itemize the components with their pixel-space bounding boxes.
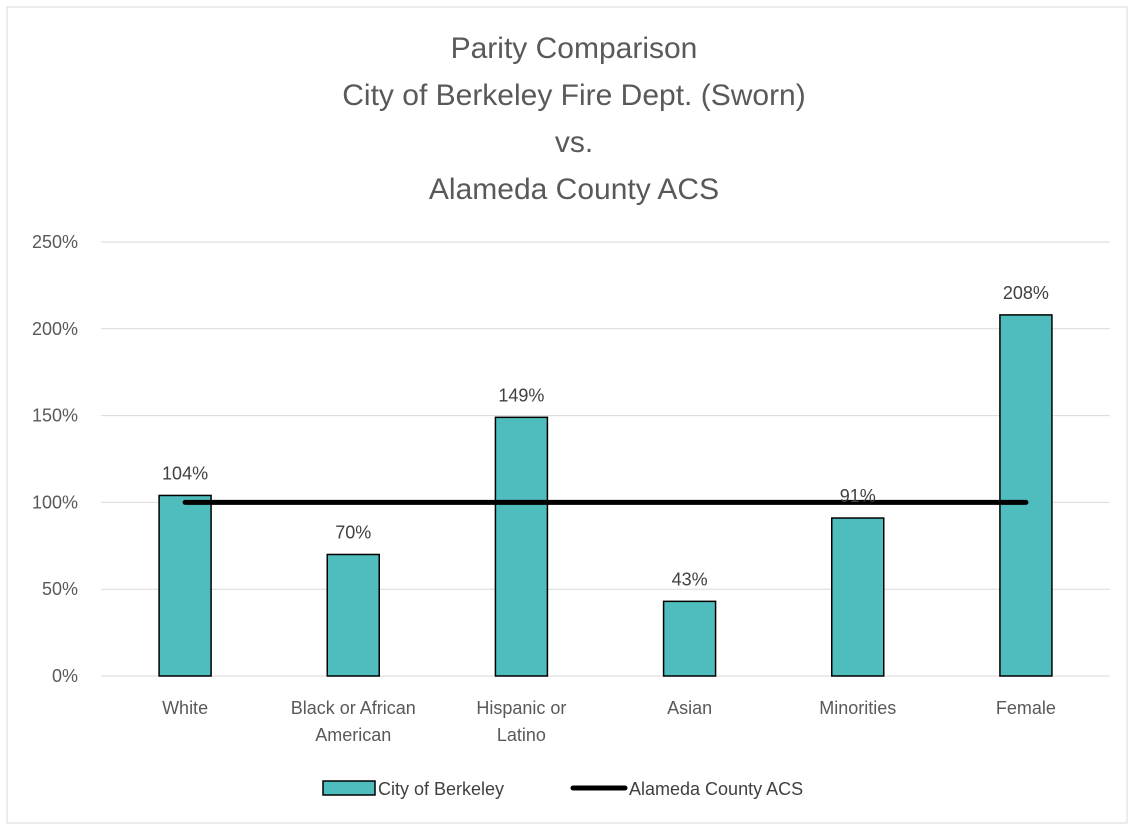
chart-title-line-2: City of Berkeley Fire Dept. (Sworn)	[342, 79, 805, 112]
chart-title-line-1: Parity Comparison	[451, 32, 698, 65]
chart-area	[6, 6, 1128, 824]
legend-swatch-bar	[322, 780, 376, 796]
x-category-label: Asian	[667, 698, 712, 718]
legend: City of Berkeley Alameda County ACS	[322, 779, 803, 799]
data-label: 43%	[672, 569, 708, 589]
bar	[662, 600, 717, 677]
bar	[831, 517, 885, 677]
data-labels: 104% 70% 149% 43% 91% 208%	[162, 283, 1049, 589]
chart-title: Parity Comparison City of Berkeley Fire D…	[342, 32, 805, 206]
bar	[326, 553, 380, 677]
x-category-label-line: Minorities	[819, 698, 896, 718]
x-category-label: White	[162, 698, 208, 718]
x-category-label: Hispanic or Latino	[476, 698, 566, 745]
y-tick-label: 50%	[42, 579, 78, 599]
x-category-label: Female	[996, 698, 1056, 718]
y-tick-label: 250%	[32, 232, 78, 252]
x-category-label-line: Asian	[667, 698, 712, 718]
bar	[494, 416, 549, 677]
x-category-label-line: Black or African	[291, 698, 416, 718]
chart-title-line-4: Alameda County ACS	[429, 173, 719, 206]
chart-title-line-3: vs.	[555, 126, 593, 159]
data-label: 91%	[840, 486, 876, 506]
bar-series	[158, 314, 1053, 677]
x-category-label-line: Hispanic or	[476, 698, 566, 718]
x-category-label-line: Female	[996, 698, 1056, 718]
legend-label: City of Berkeley	[378, 779, 504, 799]
data-label: 70%	[335, 522, 371, 542]
data-label: 104%	[162, 463, 208, 483]
x-category-label: Black or African American	[291, 698, 416, 745]
y-tick-label: 0%	[52, 666, 78, 686]
y-tick-label: 150%	[32, 406, 78, 426]
y-tick-label: 100%	[32, 492, 78, 512]
legend-label: Alameda County ACS	[629, 779, 803, 799]
y-tick-label: 200%	[32, 319, 78, 339]
data-label: 149%	[498, 385, 544, 405]
x-category-label-line: American	[315, 725, 391, 745]
bar	[999, 314, 1053, 677]
x-category-label-line: Latino	[497, 725, 546, 745]
data-label: 208%	[1003, 283, 1049, 303]
x-category-label-line: White	[162, 698, 208, 718]
y-axis-ticks: 0% 50% 100% 150% 200% 250%	[32, 232, 78, 686]
bar	[158, 494, 212, 677]
x-axis-categories: White Black or African American Hispanic or…	[162, 698, 1056, 745]
x-category-label: Minorities	[819, 698, 896, 718]
